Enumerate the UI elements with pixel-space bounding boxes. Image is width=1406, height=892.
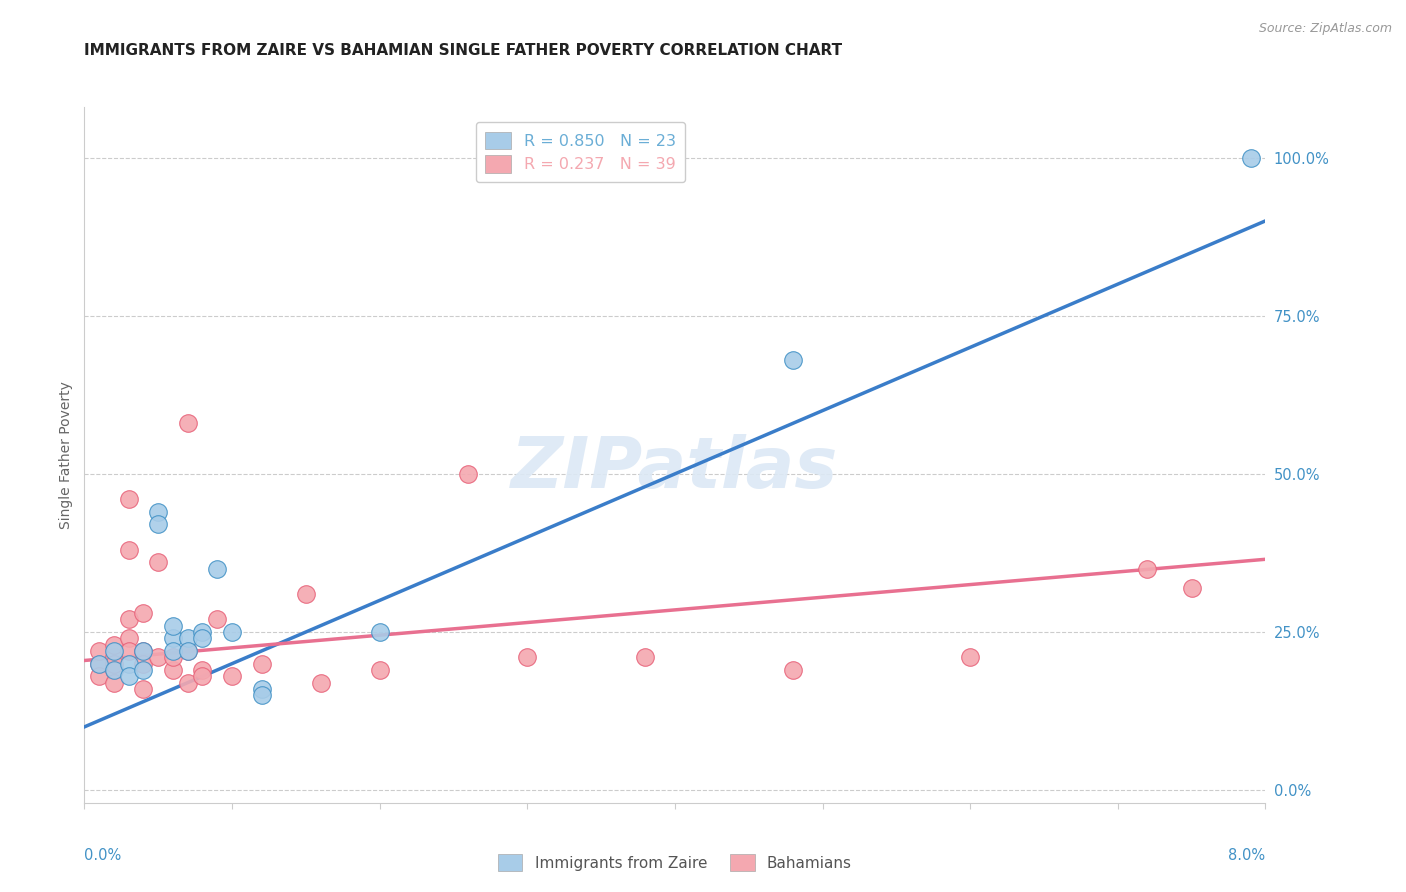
Point: [191, 625, 214, 640]
Point: [191, 632, 214, 646]
Point: [132, 606, 155, 620]
Point: [132, 644, 155, 658]
Point: [177, 632, 200, 646]
Point: [1181, 581, 1204, 595]
Point: [205, 612, 228, 626]
Point: [103, 650, 125, 665]
Y-axis label: Single Father Poverty: Single Father Poverty: [59, 381, 73, 529]
Point: [368, 663, 391, 677]
Point: [191, 663, 214, 677]
Point: [103, 663, 125, 677]
Point: [148, 556, 170, 570]
Point: [191, 669, 214, 683]
Point: [118, 657, 141, 671]
Point: [162, 644, 184, 658]
Text: 8.0%: 8.0%: [1229, 848, 1265, 863]
Point: [162, 632, 184, 646]
Point: [132, 657, 155, 671]
Point: [118, 542, 141, 557]
Point: [103, 638, 125, 652]
Point: [634, 650, 657, 665]
Point: [89, 644, 111, 658]
Point: [221, 669, 243, 683]
Point: [132, 644, 155, 658]
Point: [221, 625, 243, 640]
Point: [103, 644, 125, 658]
Point: [118, 492, 141, 507]
Point: [89, 669, 111, 683]
Point: [103, 675, 125, 690]
Text: 0.0%: 0.0%: [84, 848, 121, 863]
Point: [118, 612, 141, 626]
Point: [148, 650, 170, 665]
Point: [368, 625, 391, 640]
Point: [89, 657, 111, 671]
Point: [132, 663, 155, 677]
Point: [177, 417, 200, 431]
Point: [959, 650, 981, 665]
Point: [1136, 562, 1159, 576]
Point: [309, 675, 332, 690]
Text: Source: ZipAtlas.com: Source: ZipAtlas.com: [1258, 22, 1392, 36]
Point: [118, 632, 141, 646]
Point: [162, 650, 184, 665]
Point: [177, 675, 200, 690]
Point: [250, 688, 273, 702]
Point: [148, 505, 170, 519]
Point: [118, 644, 141, 658]
Point: [118, 669, 141, 683]
Point: [250, 657, 273, 671]
Point: [148, 517, 170, 532]
Point: [1240, 151, 1263, 165]
Point: [162, 618, 184, 632]
Text: ZIPatlas: ZIPatlas: [512, 434, 838, 503]
Point: [89, 657, 111, 671]
Point: [103, 663, 125, 677]
Legend: Immigrants from Zaire, Bahamians: Immigrants from Zaire, Bahamians: [491, 847, 859, 879]
Point: [132, 681, 155, 696]
Point: [516, 650, 538, 665]
Point: [205, 562, 228, 576]
Point: [177, 644, 200, 658]
Point: [177, 644, 200, 658]
Point: [103, 657, 125, 671]
Point: [457, 467, 479, 481]
Point: [295, 587, 318, 601]
Point: [782, 353, 804, 368]
Text: IMMIGRANTS FROM ZAIRE VS BAHAMIAN SINGLE FATHER POVERTY CORRELATION CHART: IMMIGRANTS FROM ZAIRE VS BAHAMIAN SINGLE…: [84, 43, 842, 58]
Point: [250, 681, 273, 696]
Point: [162, 663, 184, 677]
Point: [782, 663, 804, 677]
